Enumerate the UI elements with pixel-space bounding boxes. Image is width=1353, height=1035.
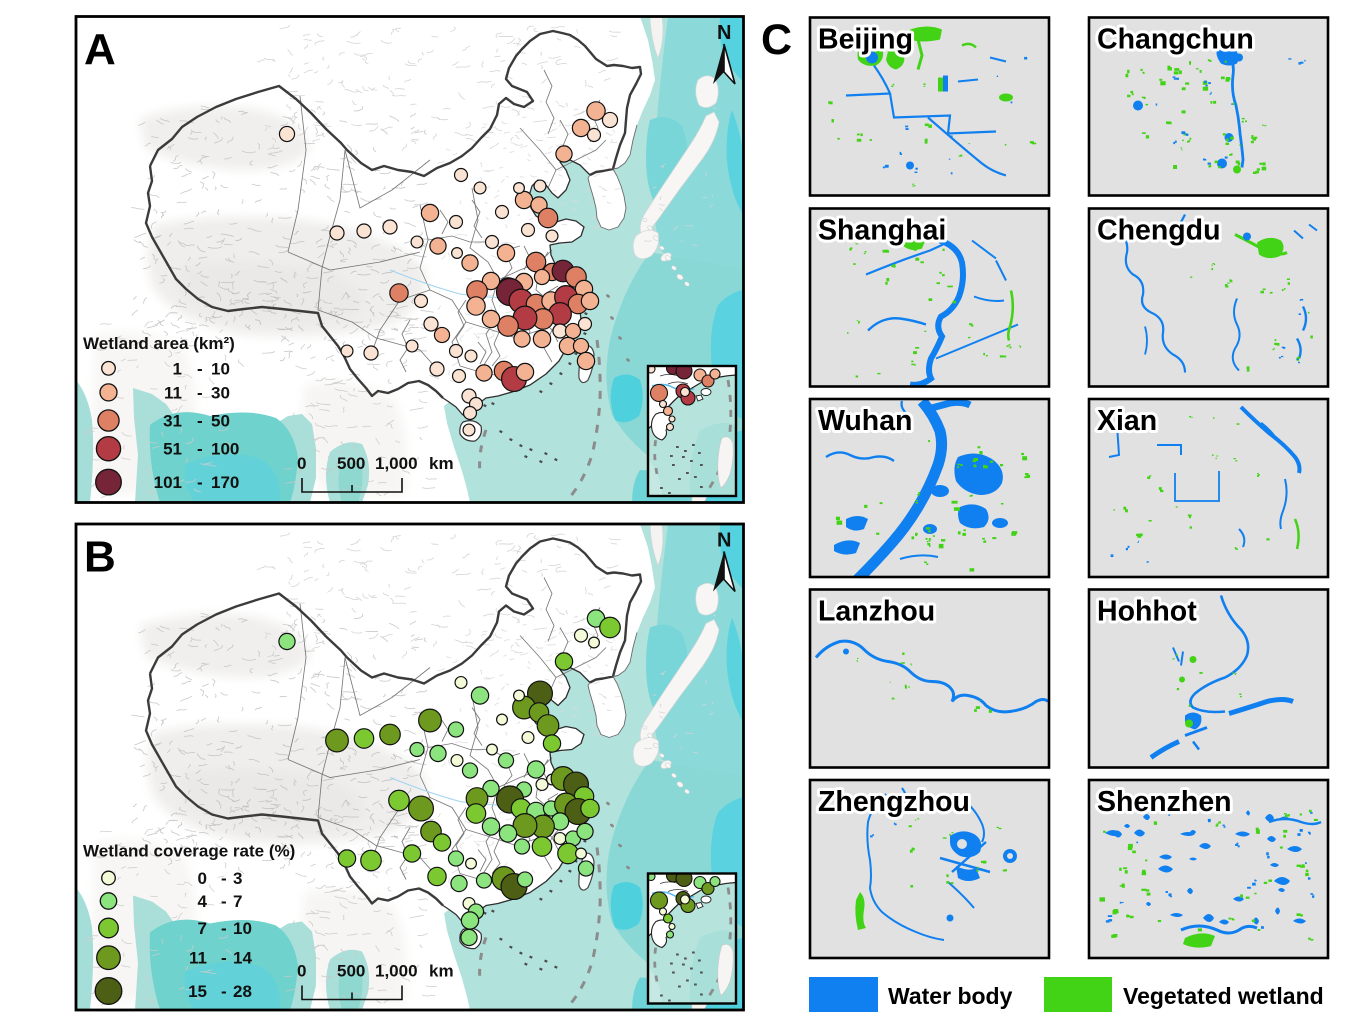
svg-text:50: 50 <box>211 412 230 431</box>
svg-text:A: A <box>84 25 116 74</box>
svg-text:10: 10 <box>211 359 230 378</box>
svg-text:11: 11 <box>164 383 182 402</box>
svg-text:30: 30 <box>211 383 230 402</box>
svg-text:Wetland coverage rate (%): Wetland coverage rate (%) <box>83 842 295 861</box>
svg-text:Lanzhou: Lanzhou <box>818 596 935 628</box>
svg-text:15: 15 <box>188 982 207 1001</box>
svg-text:101: 101 <box>154 473 182 492</box>
svg-text:-: - <box>221 892 227 911</box>
svg-text:Chengdu: Chengdu <box>1097 215 1220 247</box>
svg-text:10: 10 <box>233 919 252 938</box>
svg-text:-: - <box>221 982 227 1001</box>
svg-text:3: 3 <box>233 869 242 888</box>
svg-text:51: 51 <box>163 440 182 459</box>
svg-text:31: 31 <box>163 412 182 431</box>
svg-text:11: 11 <box>189 949 207 968</box>
svg-text:Changchun: Changchun <box>1097 24 1254 56</box>
svg-text:0: 0 <box>198 869 207 888</box>
svg-text:7: 7 <box>198 919 207 938</box>
svg-text:B: B <box>84 533 116 582</box>
svg-text:Wetland area (km²): Wetland area (km²) <box>83 334 235 353</box>
svg-text:170: 170 <box>211 473 239 492</box>
svg-text:1: 1 <box>173 359 182 378</box>
svg-text:C: C <box>761 16 792 64</box>
svg-text:28: 28 <box>233 982 252 1001</box>
svg-text:Hohhot: Hohhot <box>1097 596 1197 628</box>
svg-text:-: - <box>221 949 227 968</box>
svg-text:-: - <box>197 473 203 492</box>
svg-text:-: - <box>197 359 203 378</box>
svg-text:-: - <box>221 919 227 938</box>
svg-text:7: 7 <box>233 892 242 911</box>
svg-text:14: 14 <box>233 949 252 968</box>
svg-text:Zhengzhou: Zhengzhou <box>818 786 970 818</box>
svg-text:-: - <box>197 383 203 402</box>
svg-text:Xian: Xian <box>1097 405 1157 437</box>
svg-text:100: 100 <box>211 440 239 459</box>
svg-text:Vegetated wetland: Vegetated wetland <box>1123 983 1324 1009</box>
svg-text:Shanghai: Shanghai <box>818 215 946 247</box>
svg-text:Wuhan: Wuhan <box>818 405 912 437</box>
svg-text:-: - <box>197 412 203 431</box>
svg-text:Shenzhen: Shenzhen <box>1097 786 1232 818</box>
svg-text:4: 4 <box>198 892 208 911</box>
svg-text:-: - <box>221 869 227 888</box>
svg-text:Beijing: Beijing <box>818 24 913 56</box>
svg-text:-: - <box>197 440 203 459</box>
svg-text:Water body: Water body <box>888 983 1013 1009</box>
